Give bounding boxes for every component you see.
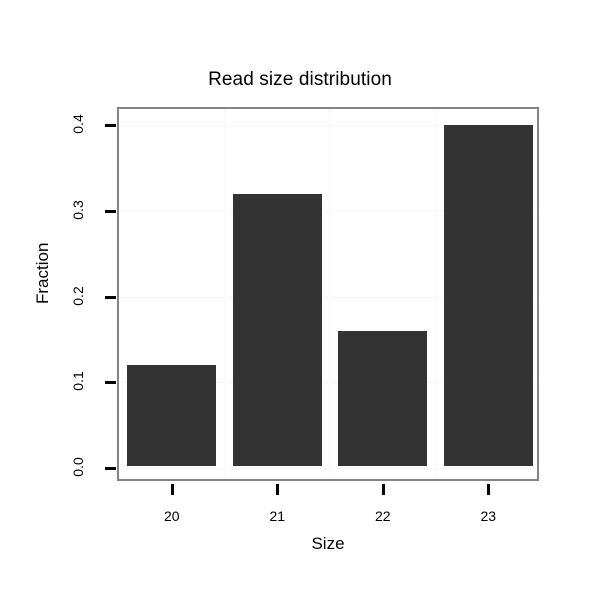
plot-area xyxy=(119,109,537,479)
gridline-vertical xyxy=(329,109,331,479)
y-axis-tick xyxy=(105,381,116,385)
x-axis-tick xyxy=(381,484,385,495)
y-axis-tick-label: 0.1 xyxy=(70,371,86,391)
y-axis-tick xyxy=(105,209,116,213)
y-axis-tick-label: 0.4 xyxy=(70,114,86,134)
plot-panel xyxy=(117,107,539,481)
bar xyxy=(338,330,428,466)
chart-title: Read size distribution xyxy=(208,69,392,90)
x-axis-tick xyxy=(487,484,491,495)
x-axis-title: Size xyxy=(311,534,345,553)
y-axis-tick xyxy=(105,124,116,127)
y-axis-tick xyxy=(105,467,116,470)
gridline-horizontal xyxy=(119,382,537,384)
bar xyxy=(232,193,322,466)
gridline-vertical xyxy=(223,109,226,479)
gridline-vertical xyxy=(434,109,437,479)
x-axis-tick-label: 21 xyxy=(269,508,286,524)
x-axis-tick-label: 23 xyxy=(480,508,497,524)
y-axis-title: Fraction xyxy=(33,242,52,304)
x-axis-tick xyxy=(276,484,280,495)
y-axis-tick xyxy=(105,295,116,299)
x-axis-tick-label: 20 xyxy=(163,508,180,524)
bar xyxy=(127,365,217,466)
y-axis-tick-label: 0.3 xyxy=(70,200,86,220)
gridline-horizontal xyxy=(119,210,537,212)
x-axis-tick xyxy=(170,484,174,495)
y-axis-tick-label: 0.0 xyxy=(70,457,86,477)
y-axis-tick-label: 0.2 xyxy=(70,285,86,306)
bar xyxy=(443,125,533,466)
gridline-horizontal xyxy=(119,468,537,469)
gridline-horizontal xyxy=(119,125,537,126)
x-axis-tick-label: 22 xyxy=(374,508,391,524)
gridline-horizontal xyxy=(119,296,537,298)
